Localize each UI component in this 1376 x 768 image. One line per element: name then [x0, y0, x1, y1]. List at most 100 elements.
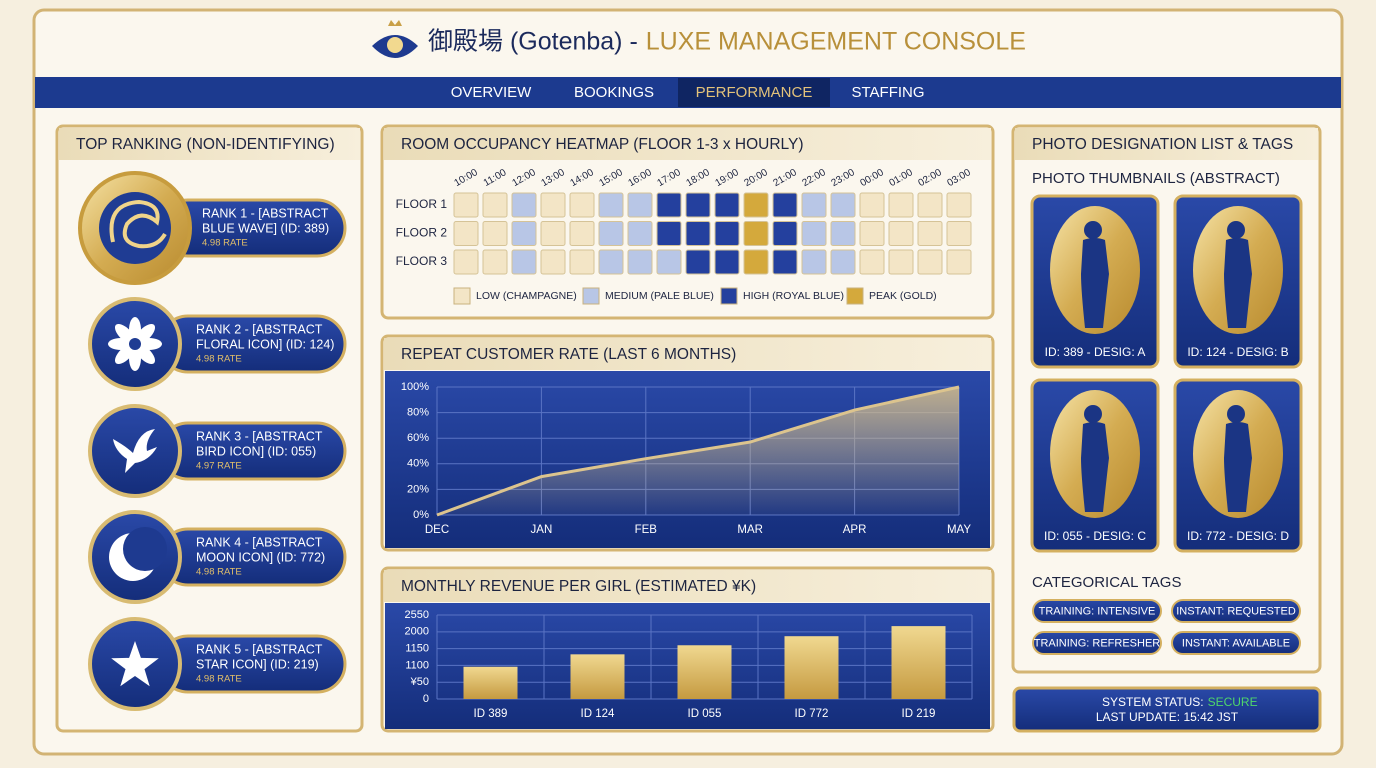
rank-label: RANK 3 - [ABSTRACT	[196, 429, 323, 443]
nav-item[interactable]: OVERVIEW	[451, 84, 532, 101]
rank-rate: 4.97 RATE	[196, 461, 242, 472]
heat-cell	[888, 221, 914, 246]
rank-rate: 4.98 RATE	[196, 354, 242, 365]
heat-cell	[627, 249, 653, 275]
heat-cell	[627, 221, 653, 246]
panel-header	[384, 338, 991, 370]
rank-icon	[108, 317, 162, 371]
y-tick-label: 1150	[405, 643, 429, 655]
rank-label: BLUE WAVE] (ID: 389)	[202, 221, 329, 235]
icon-part	[111, 641, 159, 687]
heat-cell	[917, 192, 943, 218]
status-value: SECURE	[1208, 695, 1258, 709]
heat-cell	[888, 192, 914, 218]
bar	[463, 666, 518, 699]
silhouette	[1224, 422, 1252, 512]
rank-label: RANK 4 - [ABSTRACT	[196, 535, 323, 549]
y-tick-label: 1100	[405, 659, 429, 671]
legend-label: LOW (CHAMPAGNE)	[476, 290, 577, 302]
heat-cell	[685, 221, 711, 246]
y-tick-label: 100%	[401, 381, 429, 393]
photo-label: ID: 772 - DESIG: D	[1187, 529, 1289, 543]
silhouette	[1224, 238, 1252, 328]
heat-cell	[453, 249, 479, 275]
heat-cell	[453, 221, 479, 246]
panel-header	[59, 128, 360, 160]
x-tick-label: ID 219	[902, 708, 936, 720]
heat-cell	[569, 249, 595, 275]
silhouette	[1227, 221, 1245, 239]
tag-label: TRAINING: INTENSIVE	[1039, 605, 1156, 617]
panel-title: TOP RANKING (NON-IDENTIFYING)	[76, 136, 335, 153]
icon-part	[134, 343, 156, 365]
y-tick-label: 0	[423, 693, 429, 705]
heat-cell	[540, 192, 566, 218]
y-tick-label: 80%	[407, 407, 429, 419]
heat-cell	[801, 221, 827, 246]
bar	[570, 654, 625, 699]
y-tick-label: 2000	[405, 626, 429, 638]
row-label: FLOOR 2	[396, 226, 448, 240]
x-tick-label: FEB	[635, 524, 658, 536]
heat-cell	[685, 192, 711, 218]
heat-cell	[511, 249, 537, 275]
tag-pill[interactable]	[1171, 631, 1301, 655]
rank-rate: 4.98 RATE	[202, 238, 248, 249]
row-label: FLOOR 1	[396, 197, 448, 211]
legend-swatch	[720, 287, 738, 305]
heat-cell	[830, 221, 856, 246]
icon-part	[114, 343, 136, 365]
legend-swatch	[846, 287, 864, 305]
heat-cell	[656, 221, 682, 246]
heat-cell	[453, 192, 479, 218]
x-tick-label: DEC	[425, 524, 449, 536]
heat-cell	[569, 221, 595, 246]
heat-cell	[888, 249, 914, 275]
status-update: LAST UPDATE: 15:42 JST	[1096, 710, 1239, 724]
heat-cell	[946, 192, 972, 218]
panel-title: MONTHLY REVENUE PER GIRL (ESTIMATED ¥K)	[401, 578, 756, 595]
heat-cell	[772, 249, 798, 275]
tag-pill[interactable]	[1171, 599, 1301, 623]
y-tick-label: 40%	[407, 458, 429, 470]
panel-header	[1015, 128, 1318, 160]
panel-subtitle: PHOTO THUMBNAILS (ABSTRACT)	[1032, 170, 1280, 187]
heat-cell	[511, 221, 537, 246]
heat-cell	[598, 221, 624, 246]
heat-cell	[743, 192, 769, 218]
icon-part	[123, 527, 167, 571]
x-tick-label: ID 124	[581, 708, 615, 720]
heat-cell	[830, 192, 856, 218]
heat-cell	[511, 192, 537, 218]
nav-item[interactable]: STAFFING	[851, 84, 924, 101]
photo-label: ID: 124 - DESIG: B	[1187, 345, 1288, 359]
heat-cell	[714, 249, 740, 275]
bar	[784, 636, 839, 699]
panel-title: REPEAT CUSTOMER RATE (LAST 6 MONTHS)	[401, 346, 736, 363]
rank-label: RANK 5 - [ABSTRACT	[196, 642, 323, 656]
heat-cell	[540, 221, 566, 246]
title-main: 御殿場 (Gotenba) -	[428, 28, 638, 56]
bar	[677, 645, 732, 699]
icon-part	[129, 338, 141, 350]
legend-swatch	[582, 287, 600, 305]
tag-pill[interactable]	[1032, 599, 1162, 623]
heat-cell	[859, 221, 885, 246]
rank-rate: 4.98 RATE	[196, 567, 242, 578]
silhouette	[1081, 422, 1109, 512]
rank-label: FLORAL ICON] (ID: 124)	[196, 337, 334, 351]
bar	[891, 626, 946, 699]
x-tick-label: APR	[843, 524, 867, 536]
heat-cell	[772, 192, 798, 218]
nav-item[interactable]: BOOKINGS	[574, 84, 654, 101]
tag-pill[interactable]	[1032, 631, 1162, 655]
x-tick-label: ID 055	[688, 708, 722, 720]
heat-cell	[540, 249, 566, 275]
nav-item[interactable]: PERFORMANCE	[696, 84, 813, 101]
heat-cell	[743, 249, 769, 275]
heat-cell	[482, 249, 508, 275]
rank-icon	[113, 429, 157, 473]
heat-cell	[801, 249, 827, 275]
heat-cell	[482, 221, 508, 246]
